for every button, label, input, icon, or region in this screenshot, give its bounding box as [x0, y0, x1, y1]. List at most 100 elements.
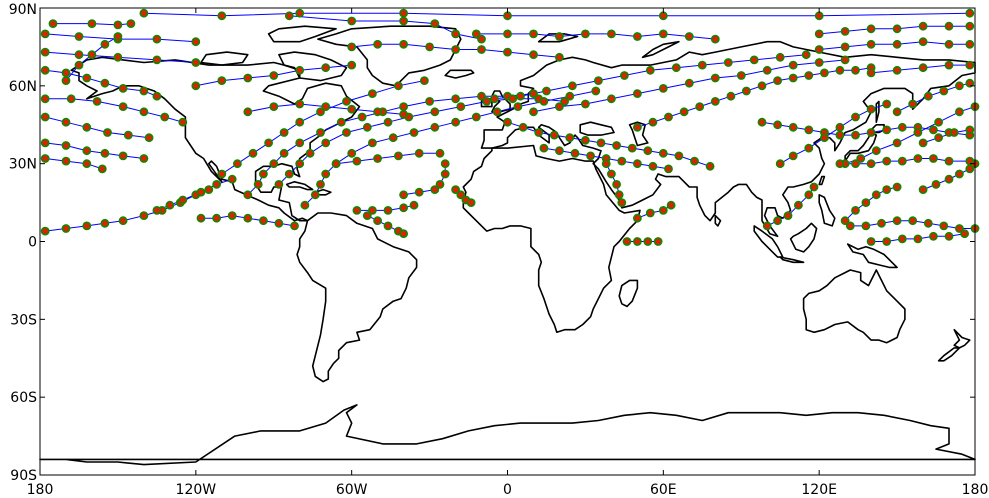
observation-marker	[882, 99, 892, 109]
observation-marker	[710, 34, 720, 44]
y-tick-label: 60N	[9, 79, 37, 95]
observation-marker	[658, 11, 668, 21]
observation-marker	[40, 65, 50, 75]
observation-marker	[435, 179, 445, 189]
observation-marker	[139, 211, 149, 220]
observation-marker	[783, 211, 793, 220]
x-tick-label: 60W	[336, 482, 368, 498]
observation-marker	[295, 99, 305, 109]
observation-marker	[118, 102, 128, 111]
observation-marker	[399, 190, 408, 200]
antarctica-coast	[39, 404, 976, 466]
observation-marker	[627, 143, 637, 153]
observation-marker	[61, 117, 71, 127]
observation-marker	[897, 122, 907, 132]
observation-marker	[965, 8, 975, 18]
x-tick-label: 180	[27, 482, 54, 498]
observation-marker	[152, 205, 162, 215]
observation-marker	[165, 200, 175, 210]
observation-marker	[581, 99, 590, 109]
svalbard-coast	[537, 33, 579, 43]
observation-marker	[892, 39, 902, 49]
observation-marker	[601, 159, 611, 169]
observation-marker	[955, 224, 964, 233]
observation-marker	[113, 32, 123, 41]
x-tick-label: 180	[962, 482, 989, 498]
observation-marker	[295, 117, 305, 127]
observation-marker	[633, 159, 642, 169]
observation-marker	[393, 151, 403, 161]
observation-marker	[633, 213, 642, 223]
observation-marker	[321, 102, 331, 111]
observation-marker	[965, 164, 975, 174]
observation-marker	[820, 133, 829, 143]
observation-marker	[851, 205, 860, 215]
observation-marker	[367, 138, 377, 148]
observation-marker	[918, 63, 928, 73]
philippines-coast	[818, 194, 836, 227]
observation-marker	[944, 231, 954, 241]
observation-marker	[388, 133, 398, 143]
observation-marker	[742, 86, 751, 96]
observation-marker	[87, 50, 97, 60]
observation-marker	[866, 39, 876, 49]
borneo-coast	[789, 222, 818, 253]
observation-marker	[866, 24, 876, 34]
observation-marker	[232, 159, 242, 169]
observation-marker	[607, 94, 616, 104]
track-line	[45, 158, 103, 170]
observation-marker	[960, 229, 969, 239]
observation-marker	[804, 190, 814, 200]
observation-marker	[723, 58, 733, 67]
observation-marker	[773, 76, 782, 85]
observation-marker	[295, 159, 305, 169]
java-coast	[779, 256, 805, 264]
observation-marker	[139, 107, 149, 117]
y-tick-label: 30S	[10, 312, 37, 328]
observation-marker	[612, 141, 621, 150]
observation-marker	[840, 42, 850, 52]
observation-marker	[399, 203, 408, 213]
observation-marker	[316, 179, 325, 189]
observation-marker	[284, 11, 294, 21]
new-zealand-south-coast	[937, 347, 961, 362]
observation-marker	[40, 29, 50, 39]
observation-marker	[414, 148, 424, 158]
observation-marker	[913, 154, 923, 163]
observation-marker	[274, 179, 284, 189]
observation-marker	[931, 179, 941, 189]
observation-marker	[726, 91, 736, 101]
observation-marker	[100, 78, 110, 88]
observation-marker	[607, 169, 616, 179]
observation-marker	[383, 205, 393, 215]
observation-marker	[61, 76, 71, 85]
observation-marker	[508, 94, 518, 104]
observation-marker	[503, 47, 512, 57]
observation-marker	[227, 211, 237, 220]
new-guinea-coast	[846, 243, 898, 269]
observation-marker	[466, 198, 476, 207]
observation-marker	[471, 29, 481, 39]
novaya-zemlya-coast	[641, 40, 680, 59]
observation-marker	[835, 65, 845, 75]
observation-marker	[555, 102, 564, 111]
observation-marker	[243, 213, 253, 223]
cuba-coast	[285, 181, 314, 191]
observation-marker	[664, 112, 673, 122]
observation-marker	[362, 211, 372, 220]
observation-marker	[82, 159, 92, 169]
ellesmere-island-coast	[267, 25, 337, 43]
observation-marker	[144, 133, 154, 143]
observation-marker	[934, 117, 943, 127]
observation-marker	[804, 143, 814, 153]
observation-marker	[331, 159, 341, 169]
observation-marker	[440, 169, 450, 179]
observation-marker	[965, 78, 975, 88]
observation-marker	[918, 37, 928, 47]
observation-marker	[861, 198, 871, 207]
observation-marker	[929, 231, 938, 241]
observation-marker	[882, 156, 892, 166]
observation-marker	[586, 151, 595, 161]
observation-marker	[305, 148, 315, 158]
observation-marker	[965, 60, 975, 70]
